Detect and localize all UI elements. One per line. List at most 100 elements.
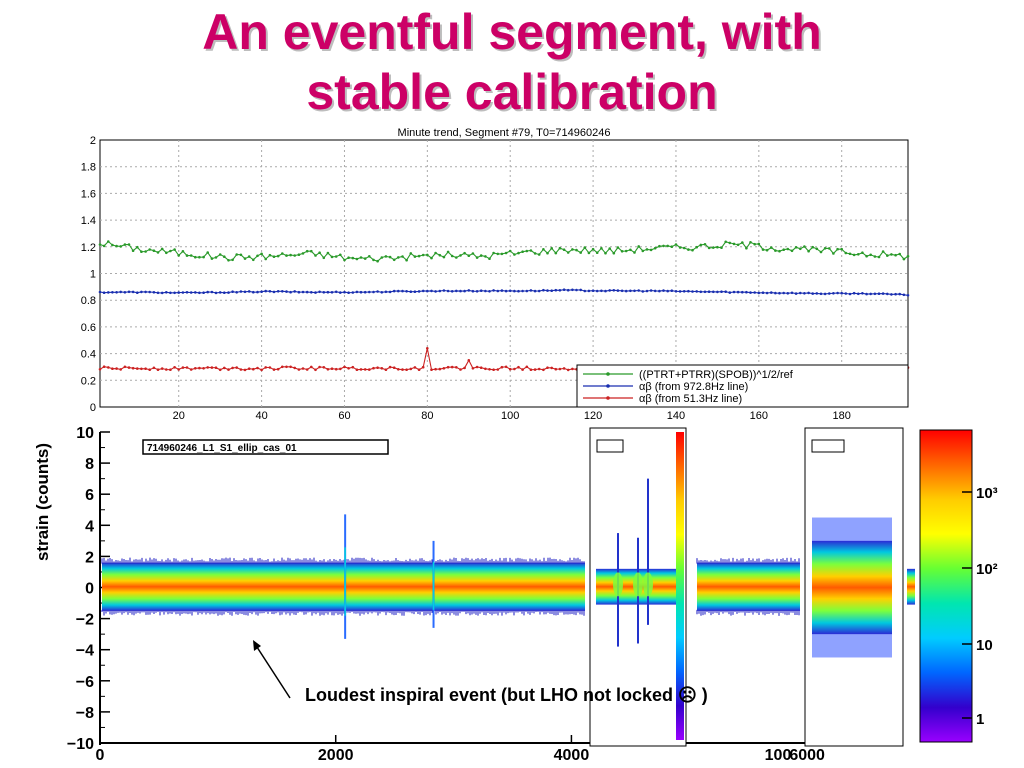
data-point xyxy=(372,290,375,294)
data-point xyxy=(670,245,674,248)
data-point xyxy=(471,367,475,370)
data-point xyxy=(347,256,350,259)
data-point xyxy=(276,254,280,258)
data-point xyxy=(339,291,342,294)
data-point xyxy=(272,290,276,294)
data-point xyxy=(160,247,164,251)
data-point xyxy=(753,291,756,294)
data-point xyxy=(247,367,251,370)
data-point xyxy=(272,368,276,371)
data-point xyxy=(413,366,417,369)
data-point xyxy=(181,250,185,253)
data-point xyxy=(438,253,442,257)
data-point xyxy=(753,242,756,246)
inset-panel-1-label-box xyxy=(596,439,624,453)
data-point xyxy=(392,366,396,369)
data-point xyxy=(641,290,645,293)
data-point xyxy=(177,291,180,294)
data-point xyxy=(699,290,703,294)
data-point xyxy=(794,246,798,249)
data-point xyxy=(384,290,388,294)
data-point xyxy=(774,249,777,252)
data-point xyxy=(426,289,429,293)
data-point xyxy=(243,257,247,260)
data-point xyxy=(475,365,479,369)
data-point xyxy=(405,290,408,293)
data-point xyxy=(566,368,570,372)
data-point xyxy=(107,291,110,294)
data-point xyxy=(380,256,384,259)
data-point xyxy=(372,366,375,370)
data-point xyxy=(736,243,740,247)
data-point xyxy=(376,290,379,293)
data-point xyxy=(790,291,794,295)
data-point xyxy=(455,289,458,293)
data-point xyxy=(231,366,234,370)
data-point xyxy=(508,289,512,293)
data-point xyxy=(844,251,848,255)
data-point xyxy=(832,252,835,255)
data-point xyxy=(417,254,421,258)
name-label-box xyxy=(142,439,389,455)
data-point xyxy=(496,368,500,371)
data-point xyxy=(165,291,168,294)
data-point xyxy=(388,365,392,369)
data-point xyxy=(579,251,582,254)
data-point xyxy=(529,368,533,371)
data-point xyxy=(430,368,433,371)
data-point xyxy=(314,291,317,294)
data-point xyxy=(243,290,247,294)
data-point xyxy=(102,365,106,368)
data-point xyxy=(496,252,500,256)
noise-band-main-edge-noise xyxy=(101,557,585,616)
data-point xyxy=(264,257,267,261)
data-point xyxy=(318,365,321,369)
data-point xyxy=(102,244,106,248)
data-point xyxy=(152,366,156,370)
data-point xyxy=(227,259,230,262)
data-point xyxy=(409,290,413,293)
annotation-arrow-line xyxy=(254,643,291,699)
y-tick-label: −4 xyxy=(76,643,94,660)
data-point xyxy=(206,290,209,294)
data-point xyxy=(550,289,553,292)
data-point xyxy=(682,246,686,250)
data-point xyxy=(728,241,732,245)
data-point xyxy=(794,292,798,295)
data-point xyxy=(140,290,143,294)
data-point xyxy=(488,257,491,260)
y-tick-label: −10 xyxy=(67,736,94,753)
y-tick-label: 0 xyxy=(90,402,96,414)
data-point xyxy=(136,245,139,249)
data-point xyxy=(450,290,454,293)
data-point xyxy=(326,368,330,371)
data-point xyxy=(463,251,466,255)
data-point xyxy=(450,365,454,369)
x-tick-label-partial: 100 xyxy=(765,747,792,764)
data-point xyxy=(877,292,881,295)
data-point xyxy=(388,290,392,294)
data-point xyxy=(438,367,442,371)
x-tick-label: 0 xyxy=(96,747,105,764)
data-point xyxy=(906,254,910,258)
data-point xyxy=(537,253,541,256)
y-tick-label: 0 xyxy=(85,581,94,598)
colorbar-tick-label: 1 xyxy=(976,711,984,728)
data-point xyxy=(517,289,520,293)
data-point xyxy=(504,289,508,293)
x-tick-label: 2000 xyxy=(318,747,354,764)
data-point xyxy=(517,365,520,369)
data-point xyxy=(281,252,284,255)
data-point xyxy=(778,291,781,295)
data-point xyxy=(380,367,384,370)
data-point xyxy=(633,251,636,254)
data-point xyxy=(653,289,657,293)
data-point xyxy=(343,365,346,369)
data-point xyxy=(434,290,437,293)
data-point xyxy=(111,243,114,247)
data-point xyxy=(264,289,267,293)
data-point xyxy=(504,365,508,369)
data-point xyxy=(223,291,226,294)
data-point xyxy=(339,367,342,371)
